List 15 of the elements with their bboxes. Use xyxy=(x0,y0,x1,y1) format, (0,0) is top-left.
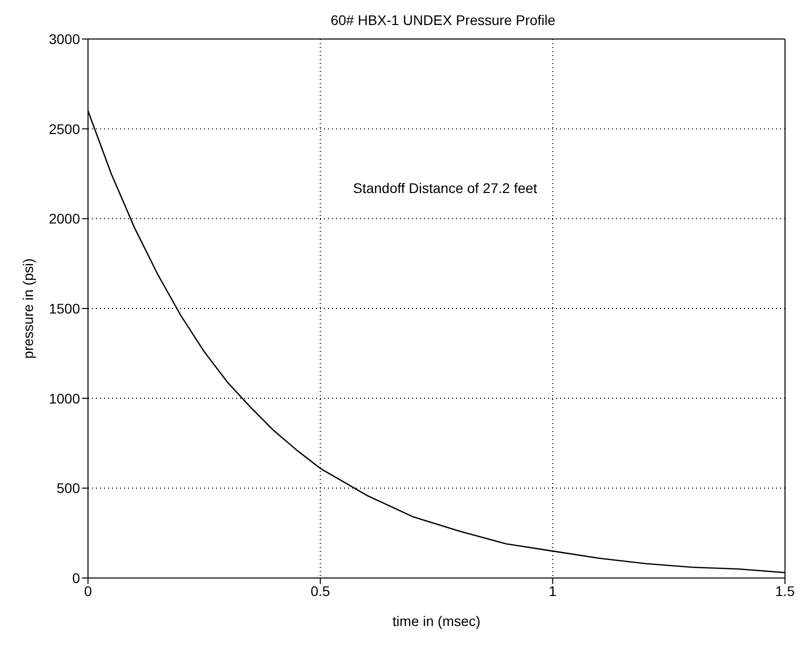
y-tick-label: 3000 xyxy=(48,30,80,47)
y-axis-title: pressure in (psi) xyxy=(20,258,36,359)
x-tick-label: 0.5 xyxy=(310,582,330,599)
chart-title: 60# HBX-1 UNDEX Pressure Profile xyxy=(330,12,556,28)
x-tick-label: 1 xyxy=(548,582,557,599)
y-tick-label: 500 xyxy=(56,480,80,496)
y-tick-label: 2000 xyxy=(48,210,80,227)
y-tick-label: 2500 xyxy=(48,120,80,137)
y-tick-label: 1000 xyxy=(48,390,80,406)
x-tick-label: 0 xyxy=(84,582,92,599)
y-tick-label: 0 xyxy=(72,570,80,586)
x-tick-label: 1.5 xyxy=(775,582,795,599)
x-axis-title: time in (msec) xyxy=(392,613,480,629)
annotation: Standoff Distance of 27.2 feet xyxy=(353,180,538,196)
y-tick-label: 1500 xyxy=(48,300,80,316)
